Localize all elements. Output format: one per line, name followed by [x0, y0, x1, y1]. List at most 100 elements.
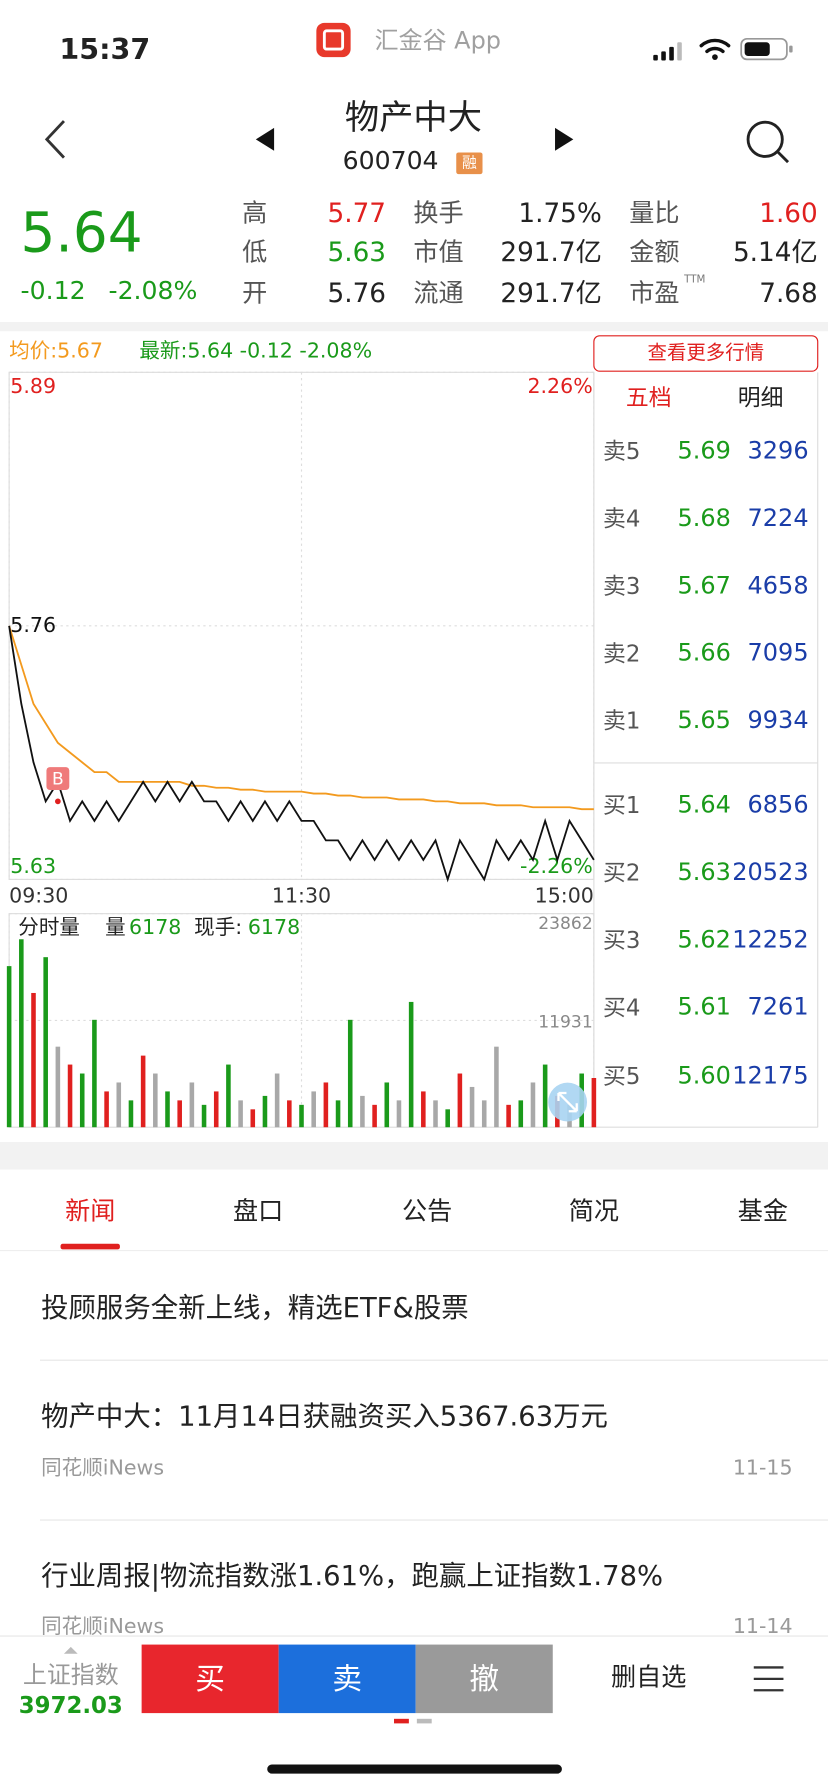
x-tick-label: 15:00 — [535, 884, 594, 908]
prev-stock[interactable] — [255, 127, 275, 151]
remove-watchlist[interactable]: 删自选 — [610, 1663, 687, 1693]
index-value[interactable]: 3972.03 — [18, 1691, 123, 1719]
stat-label: 市值 — [413, 238, 464, 268]
volume-value: 6178 — [129, 915, 182, 940]
volume-bar — [189, 1082, 195, 1128]
book-label: 买4 — [603, 993, 641, 1022]
volume-bar — [201, 1104, 207, 1128]
stat-label: 低 — [242, 238, 268, 268]
news-tab[interactable]: 公告 — [401, 1198, 453, 1227]
volume-bar — [372, 1104, 377, 1128]
stat-label: 换手 — [413, 199, 464, 229]
price-line — [8, 625, 595, 883]
volume-bar — [128, 1100, 134, 1128]
volume-bar — [591, 1077, 597, 1128]
volume-bar — [323, 1082, 329, 1128]
wifi-dot — [712, 54, 718, 60]
current-label: 现手: — [194, 915, 243, 940]
book-price: 5.65 — [677, 706, 731, 734]
stat-label: 流通 — [413, 279, 464, 309]
cancel-button[interactable] — [415, 1644, 553, 1714]
volume-bar — [396, 1100, 402, 1128]
y-tick-label: 5.63 — [10, 854, 56, 878]
volume-bar — [311, 1091, 316, 1128]
volume-bar — [457, 1073, 463, 1128]
book-label: 卖4 — [603, 504, 641, 533]
book-label: 买3 — [603, 926, 641, 954]
book-volume: 7261 — [747, 993, 809, 1021]
cancel-label[interactable]: 撤 — [469, 1662, 500, 1698]
battery-cap — [789, 45, 793, 53]
volume-bar — [518, 1100, 524, 1128]
book-volume: 7224 — [747, 504, 809, 532]
news-source: 同花顺iNews — [41, 1614, 165, 1639]
news-tab[interactable]: 盘口 — [232, 1198, 284, 1227]
y-tick-label: 5.89 — [10, 374, 56, 398]
volume-bar — [542, 1064, 548, 1128]
volume-bar — [226, 1064, 231, 1128]
latest-price-label: 最新:5.64 -0.12 -2.08% — [139, 339, 373, 364]
news-tab[interactable]: 简况 — [568, 1198, 620, 1227]
news-tab[interactable]: 新闻 — [65, 1198, 116, 1227]
tab-underline — [60, 1243, 120, 1250]
book-label: 卖2 — [603, 639, 641, 667]
battery-level — [744, 42, 770, 56]
book-price: 5.69 — [677, 436, 731, 465]
sell-button[interactable] — [278, 1644, 416, 1714]
volume-bar — [494, 1046, 499, 1128]
section-gap — [0, 322, 828, 332]
volume-bar — [506, 1104, 511, 1128]
volume-bar — [19, 939, 24, 1128]
book-label: 买5 — [603, 1062, 641, 1090]
avg-price-label: 均价:5.67 — [9, 339, 103, 364]
volume-bar — [360, 1095, 365, 1128]
volume-bar — [530, 1082, 536, 1128]
trade-marker-dot — [55, 798, 61, 805]
stat-label: 量比 — [629, 199, 680, 229]
news-title[interactable]: 行业周报|物流指数涨1.61%，跑赢上证指数1.78% — [41, 1560, 664, 1593]
sell-label[interactable]: 卖 — [332, 1662, 363, 1698]
book-tab[interactable]: 五档 — [625, 383, 672, 412]
section-gap — [0, 1142, 828, 1170]
more-quotes-button[interactable] — [593, 335, 819, 372]
volume-bar — [408, 1001, 414, 1128]
stat-value: 291.7亿 — [500, 279, 602, 309]
app-icon-glyph — [322, 29, 345, 51]
buy-button[interactable] — [141, 1644, 279, 1714]
index-name[interactable]: 上证指数 — [22, 1661, 119, 1689]
book-price: 5.64 — [677, 790, 731, 819]
stat-value: 5.63 — [327, 238, 387, 268]
volume-bar — [177, 1100, 182, 1128]
buy-label[interactable]: 买 — [195, 1662, 225, 1698]
news-title[interactable]: 物产中大：11月14日获融资买入5367.63万元 — [41, 1400, 608, 1433]
battery-icon — [740, 37, 788, 61]
volume-bar — [469, 1086, 475, 1128]
more-quotes-label[interactable]: 查看更多行情 — [647, 342, 765, 365]
book-tab[interactable]: 明细 — [737, 383, 784, 412]
app-icon — [316, 22, 351, 58]
news-date: 11-14 — [732, 1614, 793, 1639]
status-time: 15:37 — [59, 32, 151, 66]
volume-bar — [299, 1104, 304, 1128]
volume-label: 量 — [105, 915, 126, 940]
news-date: 11-15 — [732, 1456, 793, 1481]
book-volume: 6856 — [747, 790, 809, 819]
y-tick-label: 11931 — [538, 1013, 592, 1033]
book-price: 5.62 — [677, 925, 731, 954]
stat-value: 5.77 — [327, 199, 387, 229]
expand-icon — [557, 1091, 578, 1113]
stat-label: 金额 — [629, 238, 680, 268]
volume-bar — [433, 1100, 438, 1128]
volume-bar — [481, 1100, 487, 1128]
search-button[interactable] — [746, 120, 784, 158]
news-tab[interactable]: 基金 — [737, 1198, 789, 1227]
book-price: 5.68 — [677, 504, 731, 532]
book-label: 买2 — [603, 858, 641, 887]
avg-price-line — [8, 625, 594, 811]
next-stock[interactable] — [555, 127, 574, 151]
news-title[interactable]: 投顾服务全新上线，精选ETF&股票 — [41, 1291, 469, 1324]
y2-tick-label: 2.26% — [527, 374, 592, 398]
back-button[interactable] — [44, 120, 65, 159]
book-volume: 9934 — [747, 706, 809, 734]
volume-bar — [31, 992, 36, 1128]
